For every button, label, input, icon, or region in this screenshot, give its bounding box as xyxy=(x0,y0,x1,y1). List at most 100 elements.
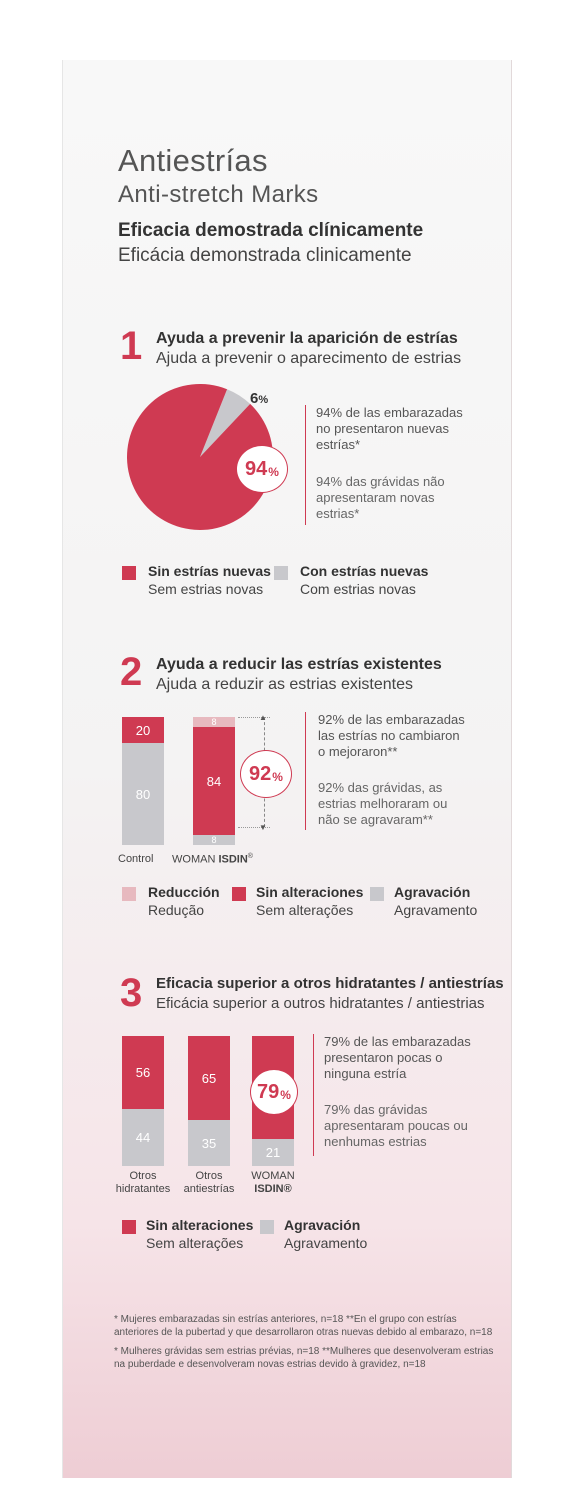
section3-highlight-pct: % xyxy=(280,1088,291,1102)
pie-slice-con-estrias xyxy=(200,389,251,457)
bar-segment-agravacion: 80 xyxy=(122,743,164,845)
note-line: no presentaron nuevas xyxy=(316,421,449,436)
note-line: 94% de las embarazadas xyxy=(316,405,463,420)
note-line: 92% das grávidas, as xyxy=(318,780,443,795)
footnote-line: anteriores de la pubertad y que desarrol… xyxy=(114,1327,493,1338)
legend-swatch-con-estrias xyxy=(274,566,288,580)
legend-swatch-agravacion xyxy=(370,887,384,901)
bar-segment-sin-alteraciones: 65 xyxy=(188,1036,230,1120)
section1-divider xyxy=(305,405,306,525)
label-line: hidratantes xyxy=(115,1183,171,1195)
bar-label-otros-antiestrias: Otros antiestrías xyxy=(179,1170,239,1196)
section2-highlight-badge: 92% xyxy=(240,750,292,798)
label-line: Otros xyxy=(195,1170,223,1182)
section1-number: 1 xyxy=(120,324,143,368)
bar-value: 21 xyxy=(265,1145,281,1160)
legend-swatch-agravacion-3 xyxy=(260,1220,274,1234)
section1-highlight-value: 94 xyxy=(245,457,268,480)
legend-sin-alteraciones-pt: Sem alterações xyxy=(256,902,354,918)
section3-note-pt: 79% das grávidas apresentaram poucas ou … xyxy=(324,1102,468,1150)
section2-number: 2 xyxy=(120,650,143,694)
section2-heading-es: Ayuda a reducir las estrías existentes xyxy=(156,656,442,673)
bracket-bottom-guide xyxy=(238,827,270,828)
bracket-arrow-up-icon: ▲ xyxy=(259,713,267,722)
bracket-top-guide xyxy=(238,717,270,718)
note-line: 79% das grávidas xyxy=(324,1102,428,1117)
note-line: estrías* xyxy=(316,437,361,452)
section2-divider xyxy=(305,712,306,830)
note-line: 79% de las embarazadas xyxy=(324,1034,471,1049)
legend-reduccion-es: Reducción xyxy=(148,884,220,900)
note-line: presentaron pocas o xyxy=(324,1050,443,1065)
footnote-line: na puberdade e desenvolveram novas estri… xyxy=(114,1359,426,1370)
note-line: apresentaram poucas ou xyxy=(324,1118,468,1133)
bar-value: 8 xyxy=(211,717,217,727)
footnote-es: * Mujeres embarazadas sin estrías anteri… xyxy=(114,1313,494,1339)
legend-con-estrias-pt: Com estrias novas xyxy=(300,581,416,597)
section3-highlight-value: 79 xyxy=(257,1080,280,1103)
label-woman: WOMAN xyxy=(172,853,216,866)
page-subtitle: Anti-stretch Marks xyxy=(118,181,319,208)
bar-segment-sin-alteraciones: 56 xyxy=(122,1036,164,1109)
bar-label-control: Control xyxy=(118,853,154,865)
bar-segment-reduccion: 8 xyxy=(193,717,235,727)
section3-number: 3 xyxy=(120,971,143,1015)
page-title: Antiestrías xyxy=(118,143,268,178)
footnote-line: * Mulheres grávidas sem estrias prévias,… xyxy=(114,1346,494,1357)
note-line: estrias melhoraram ou xyxy=(318,796,448,811)
legend-swatch-sin-alteraciones xyxy=(232,887,246,901)
legend-sin-estrias-pt: Sem estrias novas xyxy=(148,581,264,597)
legend-agravacion-es: Agravación xyxy=(394,884,471,900)
bar-value: 84 xyxy=(206,773,222,789)
section1-pie-chart xyxy=(127,384,274,530)
section1-note-pt: 94% das grávidas não apresentaram novas … xyxy=(316,474,445,522)
legend-agravacion-pt: Agravamento xyxy=(394,902,478,918)
bar-label-woman-isdin-3: WOMAN ISDIN® xyxy=(243,1170,303,1196)
note-line: apresentaram novas xyxy=(316,490,435,505)
note-line: nenhumas estrias xyxy=(324,1134,427,1149)
legend-agravacion-3-es: Agravación xyxy=(284,1217,361,1233)
bar-segment-agravacion: 35 xyxy=(188,1120,230,1166)
legend-swatch-sin-alteraciones-3 xyxy=(122,1220,136,1234)
brand-isdin: ISDIN xyxy=(218,853,248,866)
bar-label-otros-hidratantes: Otros hidratantes xyxy=(113,1170,173,1196)
pie-small-slice-label: 6% xyxy=(250,390,268,407)
registered-mark: ® xyxy=(247,853,253,860)
legend-swatch-reduccion xyxy=(122,887,136,901)
note-line: ninguna estría xyxy=(324,1066,407,1081)
bar-segment-agravacion: 21 xyxy=(252,1139,294,1166)
efficacy-es: Eficacia demostrada clínicamente xyxy=(118,220,424,241)
bar-value: 8 xyxy=(211,835,217,845)
section2-note-es: 92% de las embarazadas las estrías no ca… xyxy=(318,712,465,760)
bar-value: 20 xyxy=(135,722,151,738)
footnote-line: * Mujeres embarazadas sin estrías anteri… xyxy=(114,1314,457,1325)
note-line: las estrías no cambiaron xyxy=(318,728,460,743)
section3-note-es: 79% de las embarazadas presentaron pocas… xyxy=(324,1034,471,1082)
bar-value: 44 xyxy=(135,1130,151,1145)
label-line: WOMAN xyxy=(251,1170,295,1182)
section2-highlight-pct: % xyxy=(272,770,283,784)
legend-sin-alteraciones-es: Sin alteraciones xyxy=(256,884,364,900)
section2-note-pt: 92% das grávidas, as estrias melhoraram … xyxy=(318,780,447,828)
legend-con-estrias-es: Con estrías nuevas xyxy=(300,563,429,579)
pie-slice-sin-estrias xyxy=(127,384,274,530)
note-line: não se agravaram** xyxy=(318,812,433,827)
bar-woman-isdin: 8 84 8 xyxy=(193,717,235,845)
bar-value: 80 xyxy=(135,786,151,802)
legend-sin-alteraciones-3-es: Sin alteraciones xyxy=(146,1217,254,1233)
bracket-arrow-down-icon: ▼ xyxy=(259,823,267,832)
section1-heading-pt: Ajuda a prevenir o aparecimento de estri… xyxy=(156,350,462,367)
note-line: estrias* xyxy=(316,506,360,521)
section3-heading-pt: Eficácia superior a outros hidratantes /… xyxy=(156,995,485,1012)
legend-reduccion-pt: Redução xyxy=(148,902,205,918)
note-line: 94% das grávidas não xyxy=(316,474,445,489)
note-line: 92% de las embarazadas xyxy=(318,712,465,727)
legend-sin-alteraciones-3-pt: Sem alterações xyxy=(146,1235,244,1251)
bar-otros-antiestrias: 65 35 xyxy=(188,1036,230,1166)
legend-sin-estrias-es: Sin estrías nuevas xyxy=(148,563,271,579)
section3-divider xyxy=(313,1034,314,1156)
section2-heading-pt: Ajuda a reduzir as estrias existentes xyxy=(156,676,414,693)
bar-control: 20 80 xyxy=(122,717,164,845)
section3-heading-es: Eficacia superior a otros hidratantes / … xyxy=(156,975,504,992)
footnote-pt: * Mulheres grávidas sem estrias prévias,… xyxy=(114,1345,494,1371)
